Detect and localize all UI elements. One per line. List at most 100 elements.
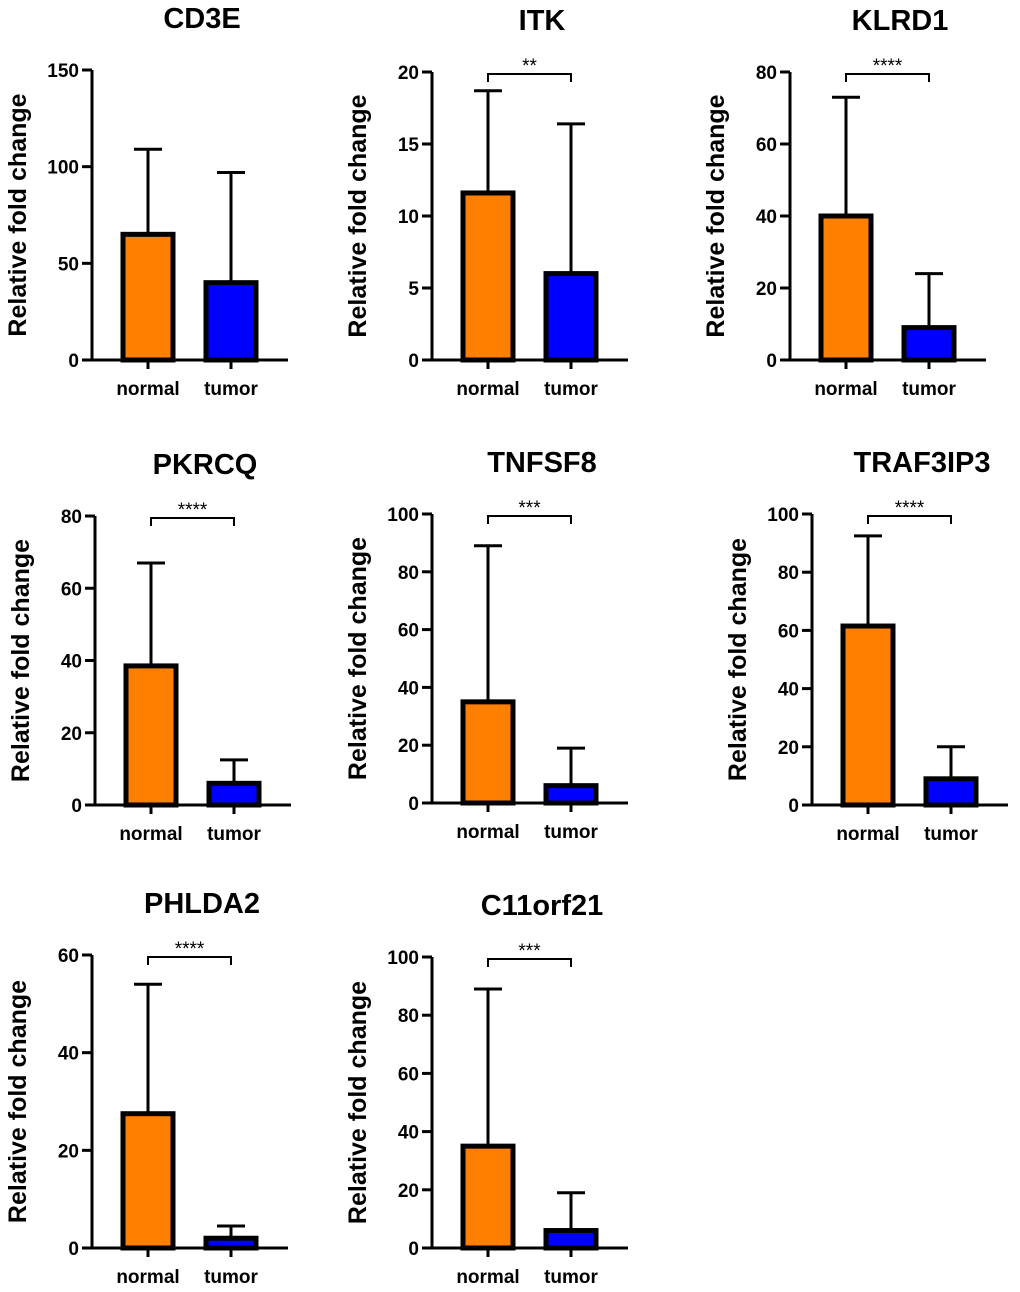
y-tick-label: 150: [47, 61, 79, 82]
y-tick-label: 80: [398, 563, 419, 584]
significance-label: ****: [895, 498, 925, 519]
significance-bracket: [845, 73, 930, 82]
y-tick-label: 40: [398, 678, 419, 699]
y-axis-label: Relative fold change: [724, 538, 752, 781]
significance-label: ****: [873, 56, 903, 77]
significance-bracket: [147, 956, 232, 965]
significance-label: ***: [518, 498, 541, 519]
y-tick-label: 60: [398, 621, 419, 642]
bar-tumor: [901, 325, 957, 363]
bar-normal: [460, 1143, 516, 1251]
y-tick-label: 100: [387, 505, 419, 526]
bar-tumor: [543, 271, 599, 363]
y-tick-label: 20: [398, 63, 419, 84]
y-tick-label: 60: [778, 621, 799, 642]
panel-cd3e: CD3E Relative fold change normal tumor 0 50 10…: [4, 3, 288, 400]
y-axis-label: Relative fold change: [702, 94, 730, 337]
y-tick-label: 0: [68, 351, 79, 372]
y-tick-label: 80: [778, 563, 799, 584]
x-tick-label: normal: [456, 1267, 519, 1288]
y-tick-label: 60: [398, 1064, 419, 1085]
bar-normal: [460, 190, 516, 363]
y-axis-label: Relative fold change: [7, 539, 35, 782]
significance-bracket: [487, 958, 572, 967]
y-axis-label: Relative fold change: [4, 93, 32, 336]
bar-normal: [840, 623, 896, 808]
bar-tumor: [206, 780, 262, 808]
y-tick-label: 0: [788, 796, 799, 817]
x-tick-label: normal: [836, 824, 899, 845]
x-tick-label: normal: [119, 824, 182, 845]
y-tick-label: 0: [408, 1239, 419, 1260]
y-tick-label: 0: [408, 351, 419, 372]
y-axis-label: Relative fold change: [344, 94, 372, 337]
y-tick-label: 0: [408, 794, 419, 815]
y-tick-label: 100: [47, 158, 79, 179]
y-tick-label: 15: [398, 135, 420, 156]
bar-tumor: [543, 783, 599, 806]
bar-tumor: [203, 280, 259, 363]
x-tick-label: tumor: [544, 822, 598, 843]
y-tick-label: 80: [61, 507, 82, 528]
y-tick-label: 0: [68, 1239, 79, 1260]
significance-label: ****: [175, 939, 205, 960]
y-tick-label: 60: [61, 579, 82, 600]
x-tick-label: tumor: [207, 824, 261, 845]
y-tick-label: 5: [408, 279, 419, 300]
y-tick-label: 20: [398, 1181, 419, 1202]
chart-title: CD3E: [163, 3, 240, 35]
chart-title: TNFSF8: [487, 447, 597, 479]
y-tick-label: 100: [767, 505, 799, 526]
y-tick-label: 10: [398, 207, 419, 228]
y-tick-label: 40: [778, 680, 799, 701]
bar-tumor: [923, 776, 979, 808]
chart-title: C11orf21: [481, 890, 604, 922]
y-tick-label: 20: [778, 738, 799, 759]
x-tick-label: normal: [814, 379, 877, 400]
chart-title: TRAF3IP3: [854, 447, 991, 479]
x-tick-label: tumor: [544, 379, 598, 400]
y-tick-label: 60: [756, 135, 777, 156]
panel-phlda2: PHLDA2 Relative fold change normal tumor 0 20…: [4, 888, 288, 1288]
y-axis-label: Relative fold change: [4, 980, 32, 1223]
y-tick-label: 80: [756, 63, 777, 84]
y-tick-label: 60: [58, 946, 79, 967]
y-tick-label: 40: [61, 652, 82, 673]
y-tick-label: 50: [58, 254, 79, 275]
y-tick-label: 20: [756, 279, 777, 300]
y-tick-label: 80: [398, 1006, 419, 1027]
chart-title: KLRD1: [852, 5, 949, 37]
significance-bracket: [487, 515, 572, 524]
panel-pkrcq: PKRCQ Relative fold change normal tumor 0 20 4…: [7, 449, 291, 845]
y-tick-label: 20: [398, 736, 419, 757]
panel-klrd1: KLRD1 Relative fold change normal tumor 0 20 4…: [702, 5, 986, 400]
significance-bracket: [150, 517, 235, 526]
bar-normal: [818, 213, 874, 363]
x-tick-label: normal: [116, 379, 179, 400]
x-tick-label: tumor: [924, 824, 978, 845]
bar-normal: [460, 699, 516, 806]
x-tick-label: tumor: [204, 379, 258, 400]
significance-label: ****: [178, 500, 208, 521]
x-tick-label: tumor: [902, 379, 956, 400]
significance-bracket: [487, 73, 572, 82]
bar-normal: [120, 1111, 176, 1251]
x-tick-label: tumor: [204, 1267, 258, 1288]
y-tick-label: 20: [58, 1141, 79, 1162]
panel-tnfsf8: TNFSF8 Relative fold change normal tumor 0 20…: [344, 447, 628, 843]
x-tick-label: normal: [456, 379, 519, 400]
panel-itk: ITK Relative fold change normal tumor 0 5 10 15…: [344, 5, 628, 400]
y-tick-label: 0: [766, 351, 777, 372]
bar-tumor: [543, 1228, 599, 1251]
y-tick-label: 40: [756, 207, 777, 228]
bar-normal: [120, 231, 176, 363]
x-tick-label: tumor: [544, 1267, 598, 1288]
y-axis-label: Relative fold change: [344, 537, 372, 780]
panel-traf3ip3: TRAF3IP3 Relative fold change normal tumor 0…: [724, 447, 1008, 845]
x-tick-label: normal: [456, 822, 519, 843]
y-axis-label: Relative fold change: [344, 981, 372, 1224]
chart-title: ITK: [519, 5, 566, 37]
chart-title: PKRCQ: [153, 449, 258, 481]
y-tick-label: 40: [58, 1044, 79, 1065]
